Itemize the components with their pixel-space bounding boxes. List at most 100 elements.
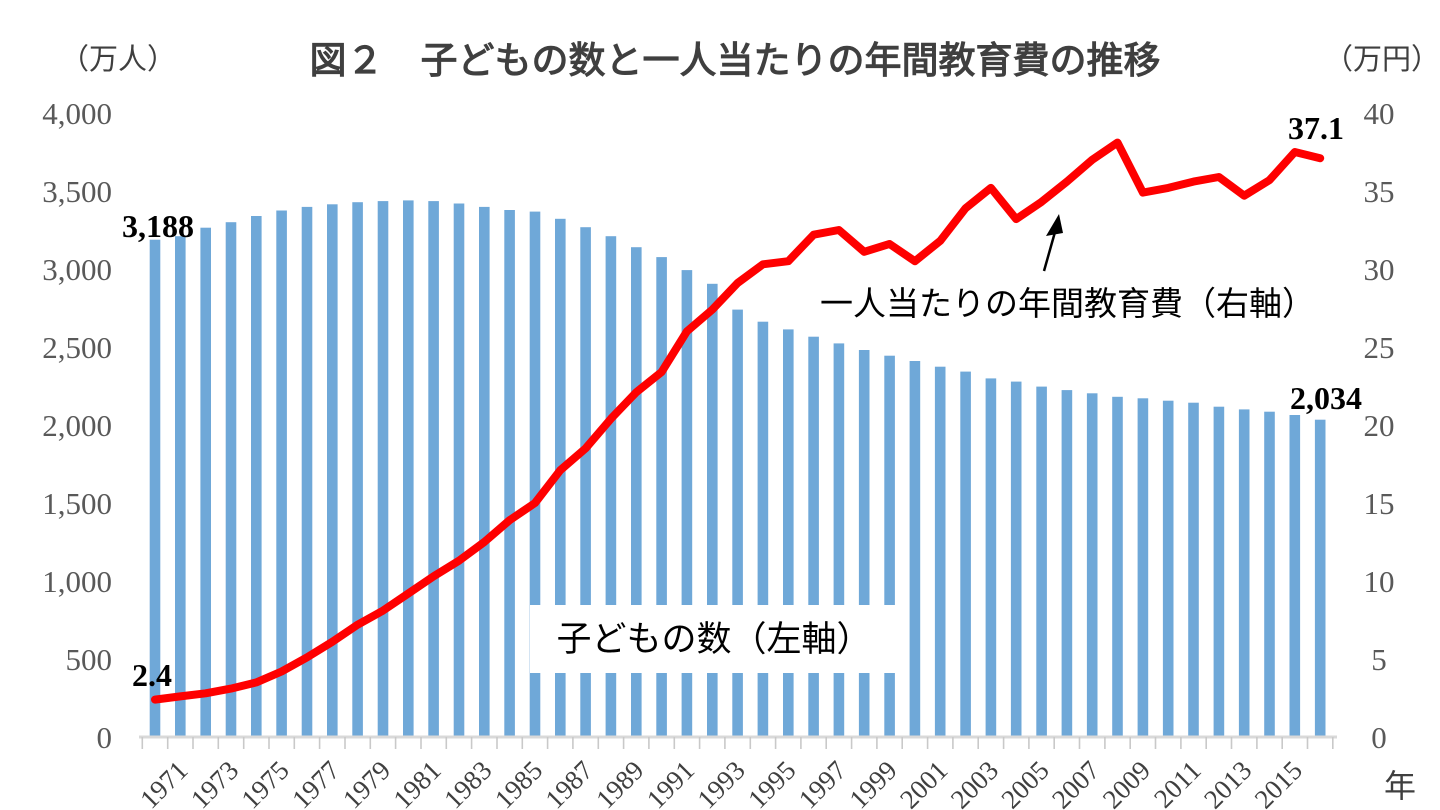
bar-1981 (428, 201, 439, 738)
bar-1978 (352, 202, 363, 737)
bar-2008 (1112, 396, 1123, 737)
left-axis-tick-2,500: 2,500 (42, 330, 112, 365)
right-axis-labels-group: 0 5 10 15 20 25 30 35 40 (1364, 96, 1395, 755)
bar-1992 (707, 283, 718, 737)
bar-2009 (1137, 398, 1149, 737)
left-axis-tick-2,000: 2,000 (42, 408, 112, 443)
bar-1976 (301, 206, 313, 737)
x-axis-label-1999: 1999 (843, 755, 902, 810)
bar-1994 (757, 321, 769, 737)
x-axis-label-1993: 1993 (691, 755, 750, 810)
bar-1997 (833, 343, 845, 737)
x-axis-label-1989: 1989 (590, 755, 649, 810)
bar-2006 (1061, 390, 1073, 737)
x-axis-label-1971: 1971 (134, 755, 193, 810)
x-axis-label-1983: 1983 (438, 755, 497, 810)
right-axis-tick-25: 25 (1364, 330, 1395, 365)
x-axis-label-1995: 1995 (742, 755, 801, 810)
first-line-value-label: 2.4 (132, 657, 172, 693)
education-cost-line (151, 138, 1325, 704)
bar-2013 (1238, 409, 1250, 737)
bar-2000 (909, 361, 921, 737)
left-axis-tick-1,000: 1,000 (42, 564, 112, 599)
x-axis-label-2011: 2011 (1148, 755, 1207, 810)
chart-title: 図２ 子どもの数と一人当たりの年間教育費の推移 (310, 40, 1161, 81)
bar-2016 (1314, 419, 1326, 737)
annotation-arrow-icon (1042, 214, 1063, 272)
x-axis-label-1977: 1977 (286, 755, 345, 810)
bar-2001 (934, 366, 946, 737)
bar-2004 (1010, 381, 1022, 737)
x-axis-label-1981: 1981 (387, 755, 446, 810)
right-axis-tick-0: 0 (1371, 720, 1387, 755)
bar-1983 (479, 206, 490, 737)
bar-1971 (175, 236, 186, 737)
x-axis-label-2015: 2015 (1249, 755, 1308, 810)
x-axis-label-1973: 1973 (185, 755, 244, 810)
x-axis-labels-group: 1971197319751977197919811983198519871989… (134, 755, 1308, 810)
bar-1970 (149, 239, 161, 737)
bar-1988 (605, 236, 617, 737)
bar-1975 (276, 210, 287, 737)
x-axis-label-1975: 1975 (235, 755, 294, 810)
bar-1980 (403, 200, 414, 737)
last-line-value-label: 37.1 (1288, 110, 1344, 146)
bar-2007 (1086, 393, 1098, 737)
right-axis-tick-10: 10 (1364, 564, 1395, 599)
left-axis-tick-0: 0 (97, 720, 113, 755)
x-axis-label-2013: 2013 (1198, 755, 1257, 810)
line-series-label: 一人当たりの年間教育費（右軸） (820, 286, 1315, 323)
bar-1986 (555, 218, 566, 738)
x-axis-label-2007: 2007 (1046, 755, 1105, 810)
bar-2014 (1264, 411, 1275, 737)
right-axis-tick-35: 35 (1364, 174, 1395, 209)
x-axis-label-2001: 2001 (894, 755, 953, 810)
bar-1984 (504, 210, 515, 737)
first-bar-value-label: 3,188 (122, 208, 194, 244)
bar-1998 (858, 350, 870, 737)
left-axis-tick-1,500: 1,500 (42, 486, 112, 521)
x-axis-label-1991: 1991 (641, 755, 700, 810)
x-axis-label-2003: 2003 (945, 755, 1004, 810)
left-axis-labels-group: 0 500 1,000 1,500 2,000 2,500 3,000 3,500 4,000 (42, 96, 112, 755)
left-axis-tick-4,000: 4,000 (42, 96, 112, 131)
bar-2012 (1213, 406, 1225, 737)
bar-series-group (149, 200, 1326, 738)
bar-1977 (327, 204, 338, 738)
bar-2002 (960, 371, 971, 737)
right-axis-tick-15: 15 (1364, 486, 1395, 521)
x-axis-unit-label: 年 (1384, 768, 1416, 804)
bar-2003 (985, 378, 997, 737)
bar-1972 (200, 227, 211, 737)
bar-1987 (580, 227, 591, 737)
bar-series-label: 子どもの数（左軸） (556, 620, 871, 659)
bar-1996 (808, 336, 819, 737)
right-axis-tick-5: 5 (1371, 642, 1387, 677)
bar-2010 (1162, 400, 1174, 737)
x-axis-group (139, 735, 1337, 749)
bar-2011 (1188, 402, 1199, 737)
bar-1990 (656, 257, 667, 737)
bar-1982 (453, 203, 465, 737)
right-axis-tick-40: 40 (1364, 96, 1395, 131)
bar-1985 (529, 211, 541, 738)
bar-series-label-box (530, 605, 898, 673)
bar-1979 (377, 201, 389, 738)
bar-1993 (732, 309, 743, 737)
bar-1974 (251, 216, 262, 737)
bar-1989 (631, 247, 642, 737)
bar-1999 (884, 355, 895, 737)
line-series-group (151, 138, 1325, 704)
x-axis-label-2005: 2005 (995, 755, 1054, 810)
left-axis-tick-3,000: 3,000 (42, 252, 112, 287)
x-axis-label-2009: 2009 (1097, 755, 1156, 810)
x-axis-label-1997: 1997 (793, 755, 852, 810)
bar-2005 (1036, 386, 1047, 737)
right-axis-tick-20: 20 (1364, 408, 1395, 443)
left-axis-tick-3,500: 3,500 (42, 174, 112, 209)
left-axis-tick-500: 500 (66, 642, 113, 677)
bar-1991 (681, 270, 693, 737)
x-axis-label-1985: 1985 (489, 755, 548, 810)
